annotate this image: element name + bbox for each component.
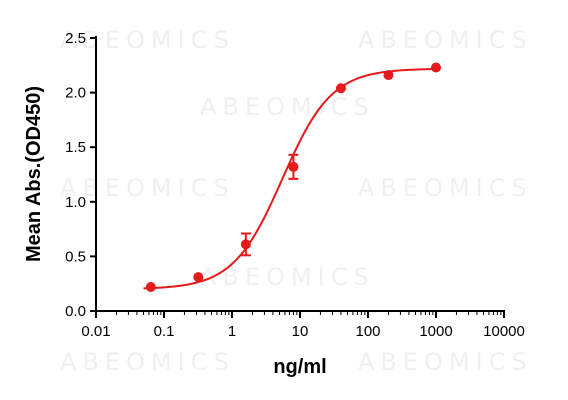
watermark-text: ABEOMICS xyxy=(60,348,235,376)
watermark-text: ABEOMICS xyxy=(200,93,375,121)
y-tick-label: 2.0 xyxy=(65,85,86,102)
data-point xyxy=(431,62,441,73)
data-point xyxy=(288,161,299,172)
points-layer xyxy=(145,62,441,292)
y-tick-label: 0.5 xyxy=(65,248,86,265)
x-tick-label: 10000 xyxy=(483,323,525,340)
x-tick-label: 0.01 xyxy=(81,323,110,340)
x-tick-label: 100 xyxy=(355,323,380,340)
y-tick-label: 1.5 xyxy=(65,139,86,156)
watermark-text: ABEOMICS xyxy=(200,263,375,291)
data-point xyxy=(335,83,346,94)
watermark-layer: ABEOMICS ABEOMICS ABEOMICS ABEOMICS ABEOMICS… xyxy=(60,26,533,376)
x-tick-label: 10 xyxy=(292,323,309,340)
y-axis-title: Mean Abs.(OD450) xyxy=(23,86,45,262)
axes-layer: 0.0 0.5 1.0 1.5 2.0 2.5 0.01 0.1 1 10 100 1000 10000 xyxy=(65,30,525,340)
data-point xyxy=(193,272,204,283)
data-point xyxy=(145,281,156,292)
watermark-text: ABEOMICS xyxy=(358,348,533,376)
x-tick-label: 1000 xyxy=(419,323,452,340)
y-tick-label: 0.0 xyxy=(65,303,86,320)
y-tick-label: 1.0 xyxy=(65,194,86,211)
x-tick-label: 1 xyxy=(228,323,236,340)
watermark-text: ABEOMICS xyxy=(60,26,235,54)
data-point xyxy=(240,239,251,250)
x-tick-label: 0.1 xyxy=(154,323,175,340)
x-axis-title: ng/ml xyxy=(273,356,326,378)
data-point xyxy=(383,70,394,81)
watermark-text: ABEOMICS xyxy=(60,174,235,202)
watermark-text: ABEOMICS xyxy=(358,174,533,202)
y-tick-label: 2.5 xyxy=(65,30,86,47)
watermark-text: ABEOMICS xyxy=(358,26,533,54)
